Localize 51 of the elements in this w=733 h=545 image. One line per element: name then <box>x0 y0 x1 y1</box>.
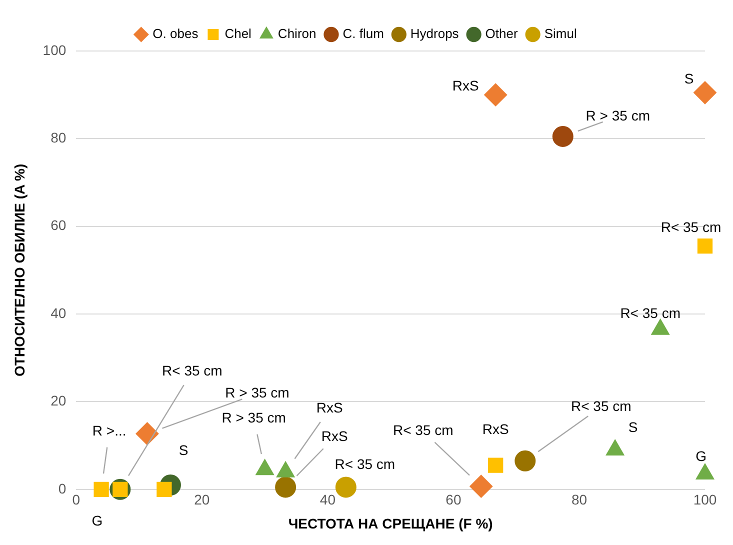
y-tick-label: 60 <box>50 217 66 234</box>
legend-label: Simul <box>544 26 577 42</box>
data-label: R > 35 cm <box>586 107 650 124</box>
data-label: RxS <box>316 400 343 416</box>
data-label: R< 35 cm <box>162 362 222 378</box>
point <box>514 450 536 472</box>
data-label: R< 35 cm <box>570 398 632 414</box>
data-label: R > 35 cm <box>222 410 286 426</box>
point <box>552 126 574 147</box>
point <box>136 422 159 446</box>
y-tick-label: 80 <box>50 130 66 146</box>
data-label: R< 35 cm <box>392 422 454 438</box>
y-tick-label: 20 <box>50 392 66 409</box>
legend-label: Chel <box>224 26 252 42</box>
legend-label: C. flum <box>342 26 384 42</box>
x-tick-label: 60 <box>446 492 462 508</box>
point <box>275 476 296 498</box>
y-tick-label: 0 <box>58 480 66 496</box>
data-label: S <box>178 442 188 458</box>
x-axis-title: ЧЕСТОТА НА СРЕЩАНЕ (F %) <box>288 515 493 532</box>
data-label: RxS <box>321 428 348 444</box>
point <box>94 482 109 497</box>
x-tick-label: 0 <box>72 492 80 508</box>
y-tick-label: 40 <box>50 304 66 321</box>
data-label: G <box>696 448 706 464</box>
y-axis-title: ОТНОСИТЕЛНО ОБИЛИЕ (A %) <box>11 164 28 377</box>
data-label: RxS <box>482 421 509 438</box>
legend-label: O. obes <box>152 26 199 42</box>
point <box>694 81 716 104</box>
legend-label: Hydrops <box>410 26 460 42</box>
x-tick-label: 20 <box>194 492 210 508</box>
legend-label: Other <box>485 26 518 42</box>
point <box>335 476 356 498</box>
point <box>470 474 493 498</box>
data-label: R >... <box>92 422 126 438</box>
legend-label: Chiron <box>278 26 316 42</box>
x-tick-label: 100 <box>693 492 717 508</box>
point <box>484 83 508 106</box>
x-tick-label: 40 <box>320 492 336 508</box>
data-label: R< 35 cm <box>660 218 722 235</box>
point <box>488 458 504 473</box>
data-label: R > 35 cm <box>225 384 290 401</box>
data-label: RxS <box>452 78 479 94</box>
point <box>697 238 713 254</box>
x-tick-label: 80 <box>571 492 588 508</box>
data-label: G <box>92 512 103 528</box>
data-label: S <box>628 418 638 435</box>
data-label: S <box>684 70 694 87</box>
y-tick-label: 100 <box>42 42 66 58</box>
data-label: R< 35 cm <box>334 456 396 472</box>
data-label: R< 35 cm <box>620 305 681 322</box>
